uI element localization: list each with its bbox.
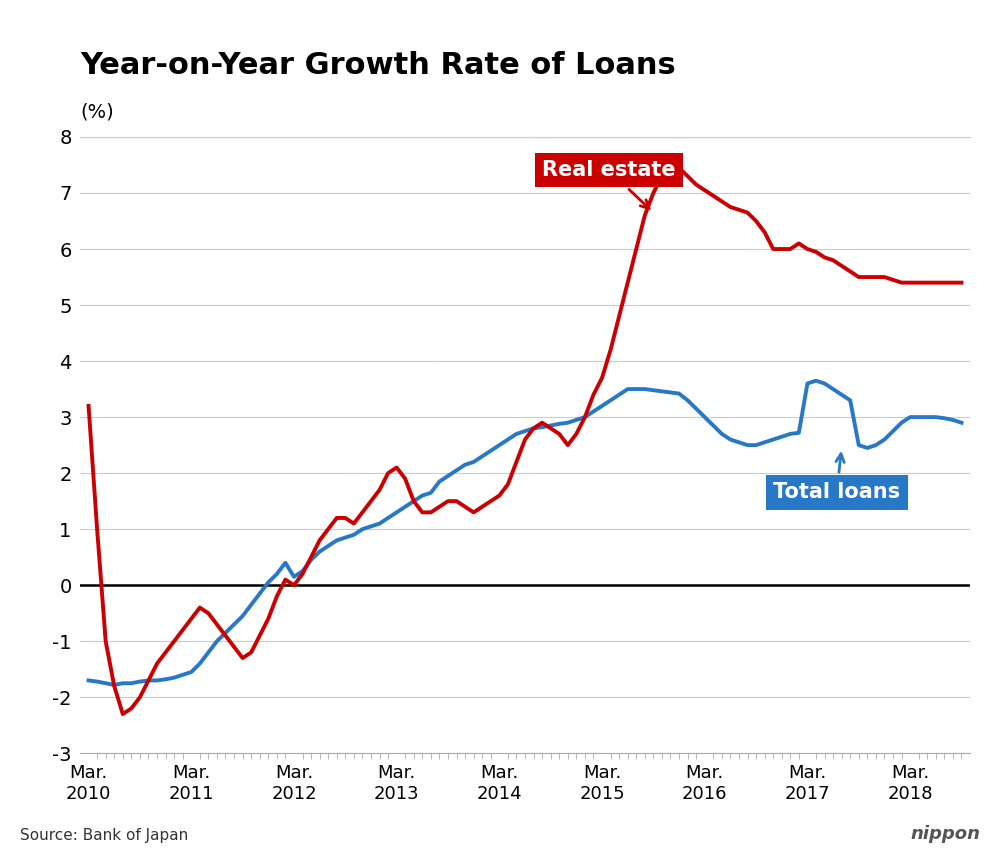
Text: Total loans: Total loans: [773, 454, 900, 502]
Text: Real estate: Real estate: [542, 160, 676, 209]
Text: (%): (%): [80, 103, 114, 122]
Text: Year-on-Year Growth Rate of Loans: Year-on-Year Growth Rate of Loans: [80, 51, 676, 80]
Text: Source: Bank of Japan: Source: Bank of Japan: [20, 828, 188, 843]
Text: nippon: nippon: [910, 825, 980, 843]
